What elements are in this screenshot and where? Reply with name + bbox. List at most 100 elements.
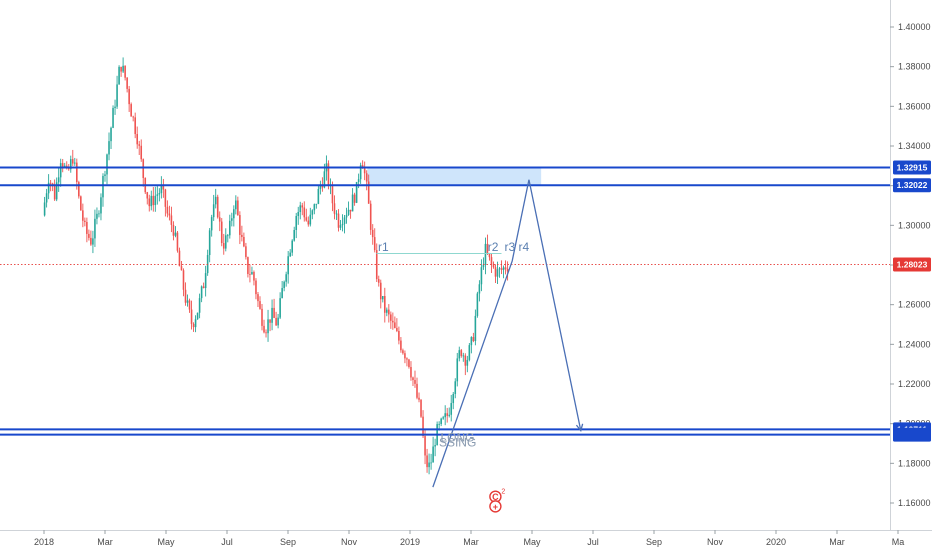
price-badge [893,257,931,272]
projection-arrowhead[interactable] [575,423,584,433]
candle-body [196,312,199,320]
candle-body [398,330,400,341]
candle-body [452,393,455,404]
candle-body [438,423,440,425]
projection-path[interactable] [432,179,584,488]
horizontal-levels[interactable] [0,166,890,436]
candle-body [110,127,112,142]
candle-body [45,193,48,203]
event-marker-glyph: + [493,502,498,512]
candle-body [289,252,291,257]
candle-body [243,236,245,247]
candle-body [80,196,82,211]
price-tick-label: 1.34000 [898,141,931,151]
candle-body [98,213,100,215]
candle-body [172,224,175,236]
candle-body [474,315,477,342]
candle-body [490,257,493,265]
event-marker-glyph: C [492,492,499,502]
projection-polyline[interactable] [432,179,582,488]
candle-body [410,366,412,378]
candle-body [218,217,221,222]
time-tick-label: Jul [221,537,233,547]
candle-body [140,145,143,160]
candle-body [367,181,370,204]
candle-body [458,350,461,359]
candle-body [359,165,362,180]
candle-body [216,196,219,218]
candle-body [152,195,155,206]
candle-body [317,189,320,204]
candle-body [122,65,124,72]
candle-body [212,204,215,218]
price-badge [893,427,931,442]
candle-body [283,281,285,289]
candle-body [92,238,94,245]
candle-body [259,301,261,309]
time-tick-label: Sep [280,537,296,547]
candle-body [90,237,92,245]
candle-body [275,317,277,326]
candle-body [182,270,185,290]
candle-body [271,307,273,323]
candle-body [277,317,279,326]
candle-body [349,209,352,212]
price-badge [893,160,931,175]
candle-body [442,417,444,419]
candle-body [506,269,509,272]
time-tick-label: Sep [646,537,662,547]
event-marker-circle[interactable] [489,500,502,513]
candle-body [377,279,380,283]
candle-body [498,268,501,270]
candle-body [456,358,459,382]
candle-body [369,203,372,230]
candle-body [388,309,390,315]
candle-body [204,273,207,289]
candle-body [446,413,448,416]
candle-body [353,194,356,203]
candle-body [281,288,283,299]
candle-body [293,229,296,241]
candle-body [297,211,300,217]
event-markers[interactable]: C 2+ [489,489,506,513]
candle-body [464,355,467,366]
candle-body [444,413,446,418]
candle-body [106,154,108,175]
candle-body [414,380,416,384]
candle-body [285,274,287,282]
candle-body [390,314,392,321]
candle-body [174,232,177,236]
candle-body [416,383,418,398]
candle-body [500,268,503,270]
time-axis[interactable]: 2018 Mar May Jul Sep Nov 2019 Mar May Jul Sep Nov 20… [34,530,904,547]
candle-body [468,345,471,360]
time-tick-label: Mar [463,537,479,547]
candle-body [154,195,157,206]
candle-body [112,107,114,128]
candle-body [412,377,414,381]
candle-body [43,202,46,216]
candle-body [496,269,499,277]
candle-body [307,220,310,225]
candle-body [146,192,149,199]
candle-body [492,264,495,268]
price-tick-label: 1.30000 [898,220,931,230]
candle-body [394,322,396,328]
candle-body [428,462,430,468]
candle-body [472,337,475,342]
candle-body [202,286,205,289]
candle-body [430,462,432,464]
candle-body [228,220,231,236]
candle-body [406,358,408,360]
candle-body [426,455,428,468]
candle-body [136,134,138,145]
time-tick-label: Jul [587,537,599,547]
candle-body [265,332,267,334]
candle-body [440,418,442,424]
candle-body [466,359,469,366]
candle-body [120,66,122,72]
candle-body [164,189,167,207]
candle-body [279,298,281,318]
